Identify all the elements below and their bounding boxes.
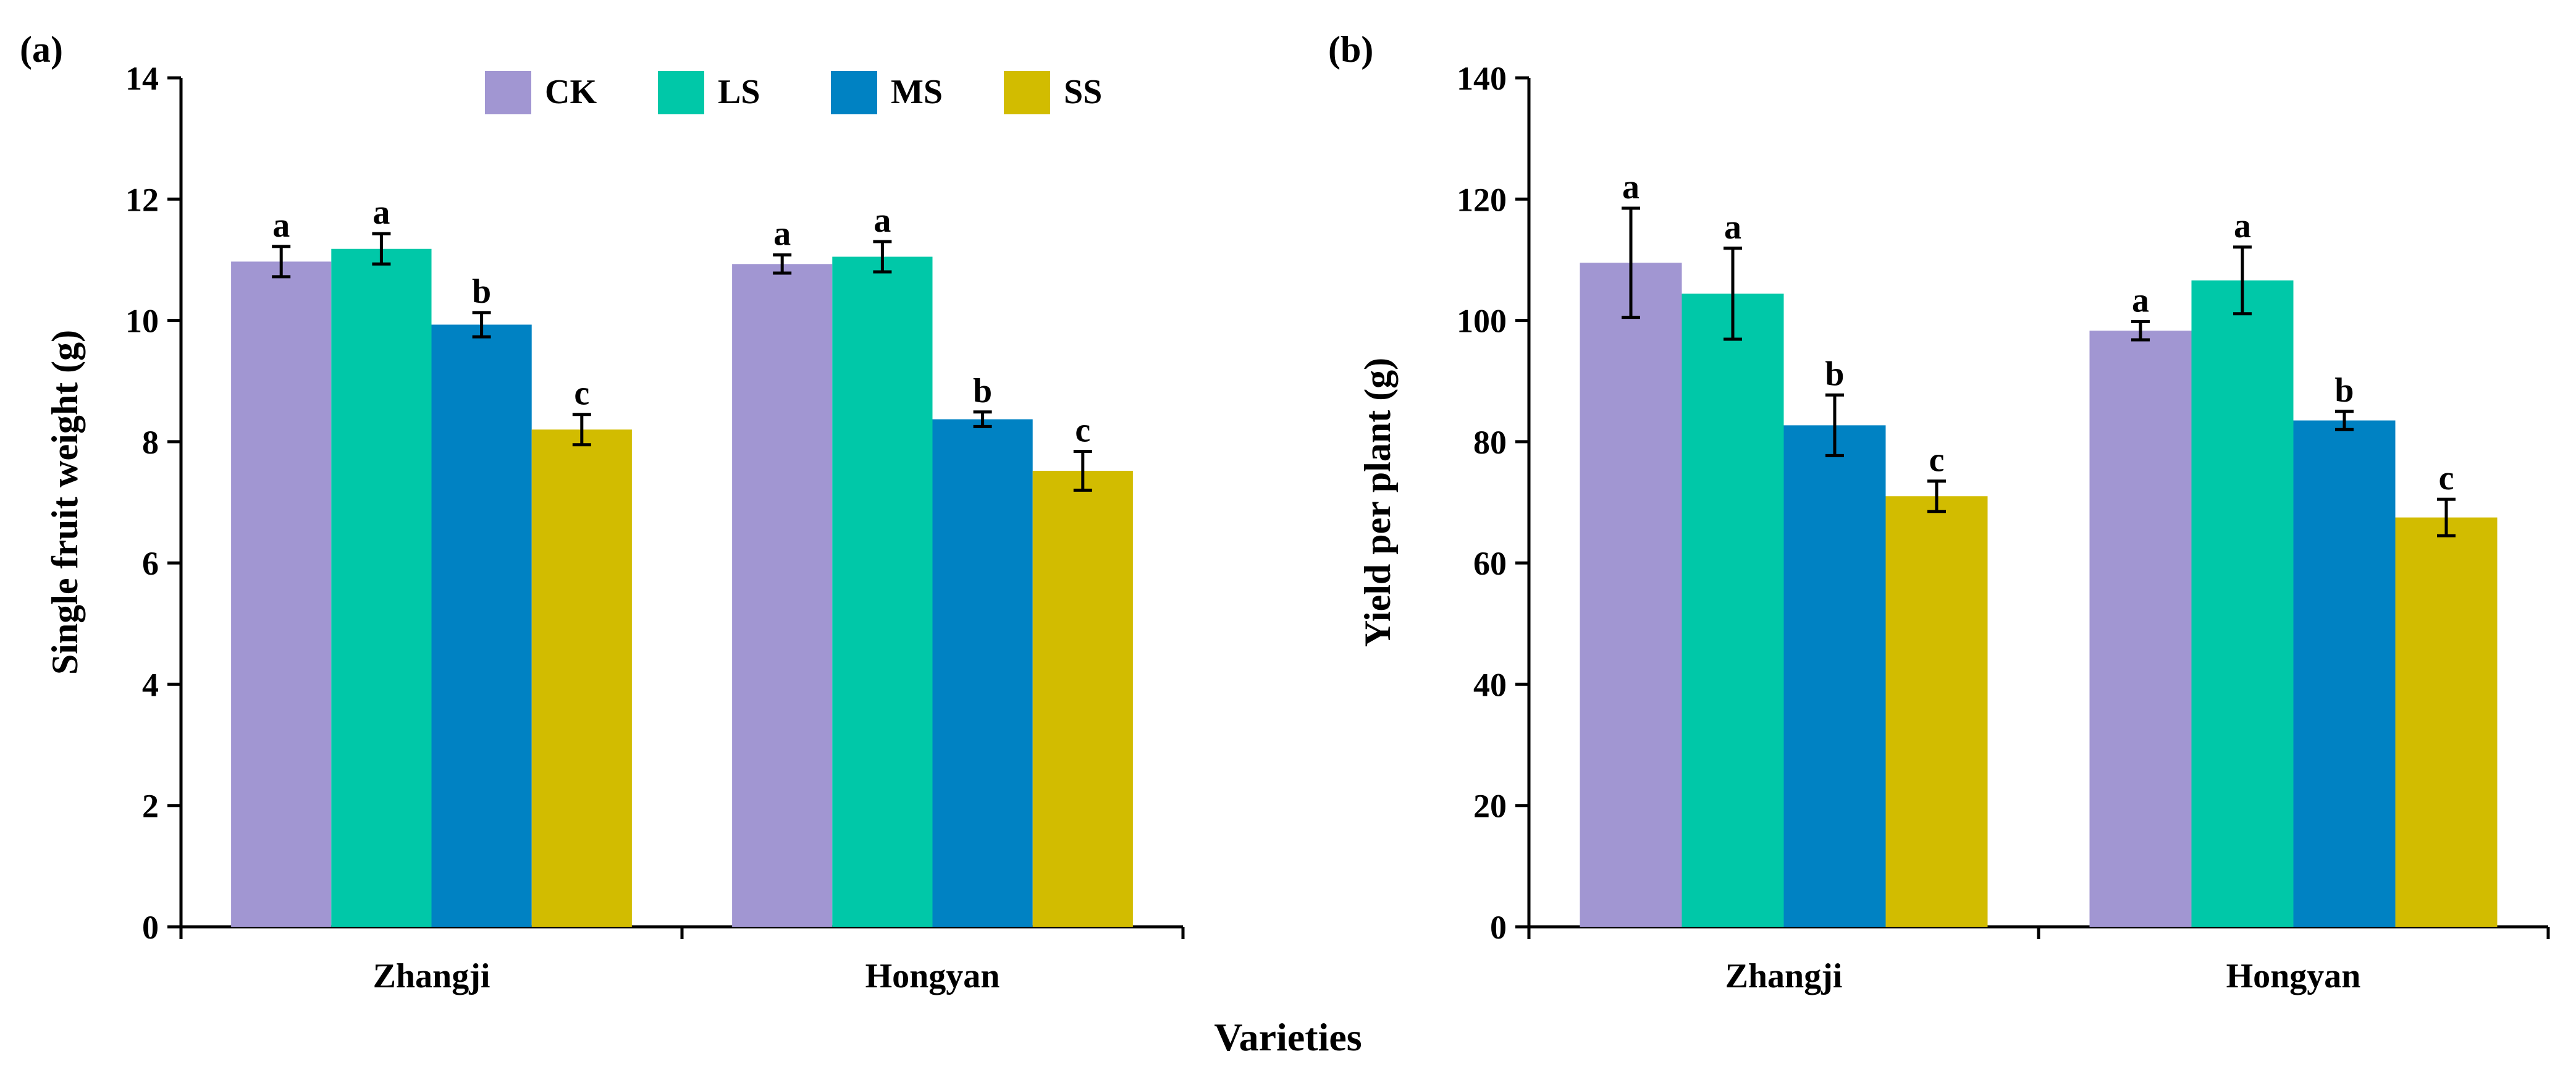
bar-ls (331, 248, 432, 927)
significance-letter: c (1929, 441, 1945, 479)
bar-ls (1682, 293, 1784, 927)
y-tick-label: 140 (1457, 60, 1507, 97)
significance-letter: a (272, 206, 290, 245)
panel-a: (a) 0 2 4 6 8 10 12 14 Single fruit weight (g) Zha… (20, 29, 1185, 995)
legend-swatch-ls (658, 71, 704, 114)
legend-label-ms: MS (891, 73, 943, 111)
y-tick-label: 2 (142, 788, 159, 825)
y-tick-label: 0 (1490, 909, 1507, 946)
y-tick-label: 14 (125, 60, 159, 97)
bar-ls (832, 256, 933, 927)
significance-letter: a (373, 193, 390, 232)
y-tick-label: 20 (1473, 788, 1507, 825)
significance-letter: b (1825, 355, 1844, 393)
legend-label-ss: SS (1064, 73, 1102, 111)
significance-letter: a (1622, 168, 1639, 206)
bar-ss (1885, 496, 1988, 927)
significance-letter: c (1075, 411, 1090, 450)
significance-letter: b (472, 272, 491, 311)
significance-letter: a (2132, 282, 2149, 320)
significance-letter: c (2439, 459, 2454, 497)
significance-letter: a (2234, 207, 2251, 245)
y-axis-label: Yield per plant (g) (1357, 358, 1398, 647)
x-tick-label: Hongyan (865, 957, 1000, 995)
y-tick-label: 10 (125, 303, 159, 340)
x-tick-label: Hongyan (2226, 957, 2361, 995)
significance-letter: b (2334, 371, 2354, 410)
panel-label: (b) (1328, 29, 1373, 70)
significance-letter: b (973, 372, 992, 410)
significance-letter: a (873, 201, 891, 240)
bar-ck (231, 261, 332, 927)
y-tick-label: 100 (1457, 303, 1507, 340)
y-tick-label: 60 (1473, 545, 1507, 582)
significance-letter: c (574, 374, 589, 413)
y-tick-label: 120 (1457, 181, 1507, 218)
legend-swatch-ck (485, 71, 531, 114)
significance-letter: a (1724, 208, 1741, 247)
legend-label-ls: LS (718, 73, 760, 111)
bar-ss (2395, 517, 2498, 927)
y-axis-label: Single fruit weight (g) (44, 330, 85, 675)
bar-ms (1783, 425, 1886, 927)
bar-ck (1580, 263, 1682, 927)
panel-b: (b) 0 20 40 60 80 100 120 140 Yield per plant (g)… (1328, 29, 2550, 995)
bar-ms (932, 419, 1033, 927)
bar-ls (2191, 280, 2294, 927)
y-tick-label: 4 (142, 666, 159, 703)
significance-letter: a (773, 215, 791, 253)
legend-swatch-ss (1004, 71, 1050, 114)
y-tick-label: 6 (142, 545, 159, 582)
legend-label-ck: CK (545, 73, 597, 111)
bar-ss (1032, 470, 1133, 927)
y-tick-label: 8 (142, 424, 159, 461)
bar-ss (531, 429, 632, 927)
panel-label: (a) (20, 29, 63, 70)
y-tick-label: 40 (1473, 666, 1507, 703)
y-tick-label: 80 (1473, 424, 1507, 461)
bar-ms (2293, 420, 2396, 927)
x-tick-label: Zhangji (1725, 957, 1843, 995)
bar-ck (2089, 331, 2192, 927)
shared-x-axis-label: Varieties (1214, 1015, 1362, 1059)
y-tick-label: 0 (142, 909, 159, 946)
bar-ms (431, 324, 532, 927)
bar-ck (732, 264, 833, 927)
y-tick-label: 12 (125, 181, 159, 218)
legend-swatch-ms (831, 71, 877, 114)
legend: CK LS MS SS (485, 71, 1102, 114)
x-tick-label: Zhangji (373, 957, 490, 995)
